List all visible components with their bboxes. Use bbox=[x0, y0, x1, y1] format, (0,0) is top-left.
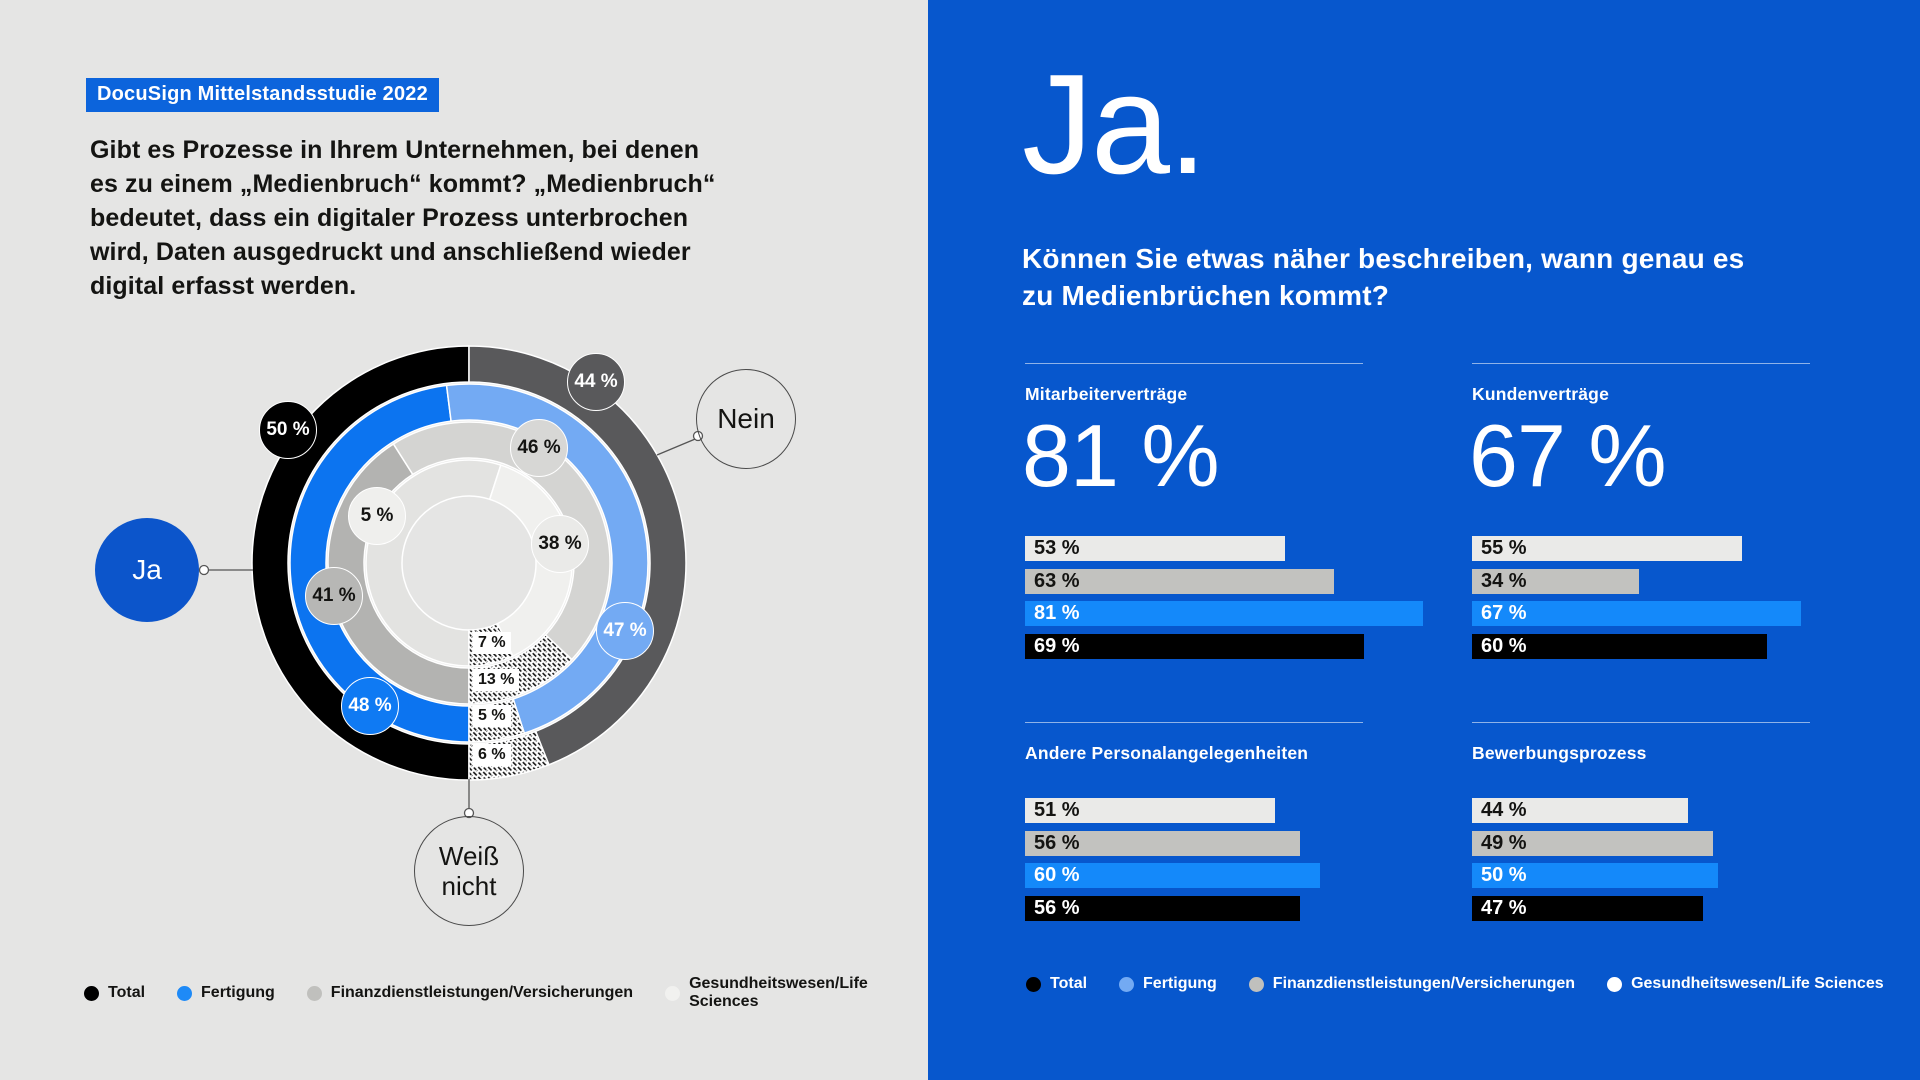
legend-label-fertigung: Fertigung bbox=[201, 984, 275, 1001]
legend-item-fertigung: Fertigung bbox=[177, 984, 275, 1002]
legend-item-gesundheit: Gesundheitswesen/Life Sciences bbox=[1607, 975, 1884, 993]
bar-finanz: 49 % bbox=[1472, 830, 1713, 856]
legend-item-total: Total bbox=[1026, 975, 1087, 993]
legend-right: Total Fertigung Finanzdienstleistungen/V… bbox=[1026, 975, 1884, 993]
bar-fertigung: 60 % bbox=[1025, 863, 1320, 888]
donut-label-fertigung-nein: 47 % bbox=[596, 602, 654, 660]
question-text: Gibt es Prozesse in Ihrem Unternehmen, b… bbox=[90, 136, 716, 300]
answer-circle-ja: Ja bbox=[95, 518, 199, 622]
section-highlight-value: 67 % bbox=[1469, 406, 1667, 505]
section-bewerbungsprozess: Bewerbungsprozess 44 % 49 % 50 % 47 % bbox=[1472, 722, 1920, 932]
bar-group: 55 % 34 % 67 % 60 % bbox=[1472, 536, 1920, 659]
bar-group: 53 % 63 % 81 % 69 % bbox=[1025, 536, 1516, 659]
bar-gesundheit: 55 % bbox=[1472, 536, 1743, 561]
section-divider bbox=[1472, 722, 1810, 723]
legend-dot-total bbox=[84, 985, 99, 1001]
bar-total: 47 % bbox=[1472, 895, 1703, 921]
bar-value-label: 47 % bbox=[1481, 896, 1527, 919]
legend-dot-fertigung bbox=[177, 985, 193, 1001]
section-highlight-value: 81 % bbox=[1022, 406, 1220, 505]
donut-label-total-nein: 44 % bbox=[567, 353, 625, 411]
section-divider bbox=[1025, 363, 1363, 364]
section-divider bbox=[1472, 363, 1810, 364]
section-title: Mitarbeiterverträge bbox=[1025, 384, 1188, 404]
section-divider bbox=[1025, 722, 1363, 723]
legend-item-total: Total bbox=[84, 984, 145, 1002]
bar-value-label: 34 % bbox=[1481, 569, 1527, 592]
bar-fertigung: 67 % bbox=[1472, 601, 1801, 626]
section-kundenvertraege: Kundenverträge 67 % 55 % 34 % 67 % 60 % bbox=[1469, 363, 1920, 663]
bar-value-label: 44 % bbox=[1481, 799, 1527, 821]
bar-fertigung: 50 % bbox=[1472, 863, 1718, 888]
section-title: Andere Personalangelegenheiten bbox=[1025, 743, 1309, 763]
bar-value-label: 53 % bbox=[1034, 537, 1080, 559]
legend-item-finanz: Finanzdienstleistungen/Versicherungen bbox=[306, 984, 634, 1002]
legend-dot-finanz bbox=[1248, 976, 1264, 992]
section-title: Kundenverträge bbox=[1472, 384, 1609, 404]
subtitle-question: Können Sie etwas näher beschreiben, wann… bbox=[1022, 243, 1745, 311]
donut-label-finanz-weiss: 13 % bbox=[473, 669, 520, 691]
bar-value-label: 56 % bbox=[1034, 831, 1080, 854]
legend-left: Total Fertigung Finanzdienstleistungen/V… bbox=[84, 975, 928, 1011]
bar-value-label: 69 % bbox=[1034, 634, 1080, 657]
bar-value-label: 56 % bbox=[1034, 896, 1080, 919]
bar-value-label: 81 % bbox=[1034, 602, 1080, 624]
bar-gesundheit: 51 % bbox=[1025, 798, 1276, 823]
donut-label-gesundheit-weiss: 7 % bbox=[473, 632, 511, 654]
answer-circle-weiss-nicht: Weiß nicht bbox=[414, 816, 524, 926]
bar-value-label: 60 % bbox=[1481, 634, 1527, 657]
legend-label-fertigung: Fertigung bbox=[1143, 975, 1217, 992]
bar-finanz: 34 % bbox=[1472, 568, 1639, 594]
bar-gesundheit: 44 % bbox=[1472, 798, 1689, 823]
legend-label-total: Total bbox=[1050, 975, 1088, 992]
answer-circle-nein: Nein bbox=[696, 369, 796, 469]
legend-label-total: Total bbox=[108, 984, 146, 1001]
bar-value-label: 50 % bbox=[1481, 864, 1527, 886]
legend-label-finanz: Finanzdienstleistungen/Versicherungen bbox=[330, 984, 634, 1001]
bar-value-label: 60 % bbox=[1034, 864, 1080, 886]
bar-group: 44 % 49 % 50 % 47 % bbox=[1472, 798, 1920, 921]
donut-label-total-weiss: 6 % bbox=[473, 744, 511, 766]
bar-value-label: 63 % bbox=[1034, 569, 1080, 592]
donut-chart bbox=[198, 345, 704, 819]
legend-item-gesundheit: Gesundheitswesen/Life Sciences bbox=[665, 975, 928, 1011]
bar-value-label: 51 % bbox=[1034, 799, 1080, 821]
bar-value-label: 49 % bbox=[1481, 831, 1527, 854]
bar-total: 56 % bbox=[1025, 895, 1300, 921]
left-panel: DocuSign Mittelstandsstudie 2022 Gibt es… bbox=[0, 0, 928, 1080]
bar-finanz: 56 % bbox=[1025, 830, 1300, 856]
donut-label-gesundheit-ja: 5 % bbox=[348, 487, 406, 545]
bar-finanz: 63 % bbox=[1025, 568, 1335, 594]
study-badge: DocuSign Mittelstandsstudie 2022 bbox=[86, 78, 439, 112]
legend-label-gesundheit: Gesundheitswesen/Life Sciences bbox=[1631, 975, 1884, 992]
donut-label-finanz-nein: 46 % bbox=[510, 419, 568, 477]
donut-label-finanz-ja: 41 % bbox=[305, 567, 363, 625]
bar-group: 51 % 56 % 60 % 56 % bbox=[1025, 798, 1516, 921]
legend-dot-gesundheit bbox=[1607, 976, 1623, 992]
donut-label-gesundheit-nein: 38 % bbox=[531, 515, 589, 573]
legend-dot-fertigung bbox=[1119, 976, 1135, 992]
legend-item-fertigung: Fertigung bbox=[1119, 975, 1217, 993]
bar-total: 60 % bbox=[1472, 633, 1767, 659]
legend-label-finanz: Finanzdienstleistungen/Versicherungen bbox=[1272, 975, 1576, 992]
bar-fertigung: 81 % bbox=[1025, 601, 1423, 626]
section-title: Bewerbungsprozess bbox=[1472, 743, 1647, 763]
bar-value-label: 55 % bbox=[1481, 537, 1527, 559]
legend-dot-gesundheit bbox=[665, 985, 681, 1001]
legend-dot-total bbox=[1026, 976, 1041, 992]
bar-value-label: 67 % bbox=[1481, 602, 1527, 624]
bar-total: 69 % bbox=[1025, 633, 1364, 659]
bar-gesundheit: 53 % bbox=[1025, 536, 1286, 561]
legend-dot-finanz bbox=[306, 985, 322, 1001]
legend-item-finanz: Finanzdienstleistungen/Versicherungen bbox=[1248, 975, 1576, 993]
donut-label-total-ja: 50 % bbox=[259, 401, 317, 459]
headline-ja: Ja. bbox=[1022, 45, 1207, 204]
section-andere-personalangelegenheiten: Andere Personalangelegenheiten 51 % 56 %… bbox=[1025, 722, 1525, 932]
donut-label-fertigung-ja: 48 % bbox=[341, 677, 399, 735]
section-mitarbeitervertraege: Mitarbeiterverträge 81 % 53 % 63 % 81 % … bbox=[1022, 363, 1525, 663]
donut-label-fertigung-weiss: 5 % bbox=[473, 705, 511, 727]
legend-label-gesundheit: Gesundheitswesen/Life Sciences bbox=[689, 975, 868, 1010]
